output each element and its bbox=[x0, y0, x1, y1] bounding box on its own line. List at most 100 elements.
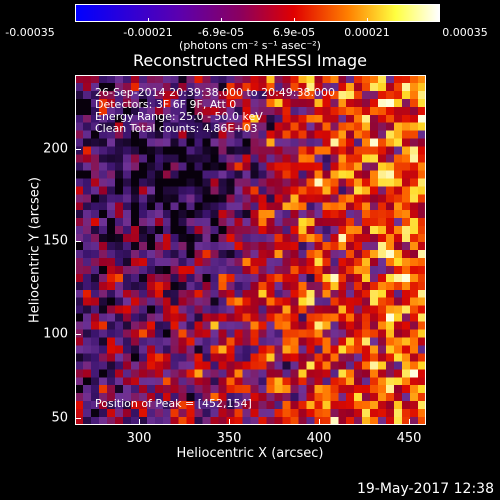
image-pixel bbox=[210, 329, 220, 339]
image-pixel bbox=[194, 305, 204, 315]
image-pixel bbox=[98, 130, 108, 140]
image-pixel bbox=[266, 297, 276, 307]
image-pixel bbox=[82, 210, 92, 219]
image-pixel bbox=[290, 242, 299, 251]
image-pixel bbox=[154, 313, 164, 323]
colorbar bbox=[75, 4, 440, 22]
image-pixel bbox=[210, 305, 220, 315]
image-pixel bbox=[386, 82, 395, 92]
image-pixel bbox=[410, 289, 419, 299]
image-pixel bbox=[130, 353, 140, 362]
image-pixel bbox=[162, 242, 172, 251]
image-pixel bbox=[338, 130, 347, 140]
image-pixel bbox=[154, 273, 164, 283]
image-pixel bbox=[194, 226, 204, 235]
image-pixel bbox=[154, 297, 164, 307]
image-pixel bbox=[346, 409, 355, 418]
image-pixel bbox=[122, 130, 132, 140]
image-pixel bbox=[314, 210, 323, 219]
image-pixel bbox=[122, 122, 132, 132]
image-pixel bbox=[362, 138, 371, 148]
image-pixel bbox=[130, 385, 140, 394]
image-pixel bbox=[242, 409, 252, 418]
image-pixel bbox=[82, 186, 92, 195]
image-pixel bbox=[154, 114, 164, 124]
image-pixel bbox=[258, 226, 268, 235]
image-pixel bbox=[394, 178, 403, 187]
image-pixel bbox=[362, 265, 371, 275]
image-pixel bbox=[418, 218, 426, 227]
image-pixel bbox=[306, 313, 315, 323]
image-pixel bbox=[298, 369, 307, 378]
image-pixel bbox=[194, 234, 204, 243]
image-pixel bbox=[122, 98, 132, 108]
image-pixel bbox=[218, 114, 228, 124]
image-pixel bbox=[314, 122, 323, 132]
colorbar-tick-mark bbox=[221, 18, 222, 22]
image-pixel bbox=[330, 146, 339, 156]
image-pixel bbox=[394, 377, 403, 386]
image-pixel bbox=[170, 218, 180, 227]
image-pixel bbox=[82, 170, 92, 179]
image-pixel bbox=[226, 297, 236, 307]
image-pixel bbox=[202, 409, 212, 418]
image-pixel bbox=[418, 186, 426, 195]
image-pixel bbox=[274, 257, 284, 267]
image-pixel bbox=[274, 170, 284, 179]
image-pixel bbox=[154, 369, 164, 378]
image-pixel bbox=[402, 361, 411, 370]
image-pixel bbox=[298, 234, 307, 243]
image-pixel bbox=[370, 250, 379, 259]
image-pixel bbox=[394, 417, 403, 425]
image-pixel bbox=[138, 178, 148, 187]
image-pixel bbox=[226, 265, 236, 275]
image-pixel bbox=[418, 321, 426, 331]
image-pixel bbox=[202, 210, 212, 219]
image-pixel bbox=[234, 194, 244, 203]
image-pixel bbox=[210, 393, 220, 402]
image-pixel bbox=[418, 242, 426, 251]
image-pixel bbox=[290, 146, 299, 156]
image-pixel bbox=[226, 226, 236, 235]
image-pixel bbox=[346, 202, 355, 211]
image-pixel bbox=[354, 106, 363, 116]
image-pixel bbox=[410, 297, 419, 307]
image-pixel bbox=[394, 75, 403, 84]
image-pixel bbox=[250, 186, 260, 195]
image-pixel bbox=[258, 281, 268, 291]
image-pixel bbox=[154, 234, 164, 243]
image-pixel bbox=[122, 417, 132, 425]
image-pixel bbox=[210, 417, 220, 425]
image-pixel bbox=[75, 305, 84, 315]
image-pixel bbox=[282, 393, 291, 402]
image-pixel bbox=[394, 257, 403, 267]
image-pixel bbox=[146, 186, 156, 195]
image-pixel bbox=[178, 369, 188, 378]
image-pixel bbox=[258, 377, 268, 386]
image-pixel bbox=[306, 130, 315, 140]
image-pixel bbox=[146, 170, 156, 179]
image-pixel bbox=[75, 130, 84, 140]
image-pixel bbox=[114, 409, 124, 418]
image-pixel bbox=[258, 178, 268, 187]
time-range-text: 26-Sep-2014 20:39:38.000 to 20:49:38.000 bbox=[95, 86, 335, 99]
image-pixel bbox=[194, 409, 204, 418]
image-pixel bbox=[106, 289, 116, 299]
image-pixel bbox=[362, 90, 371, 100]
image-pixel bbox=[242, 98, 252, 108]
image-pixel bbox=[122, 146, 132, 156]
image-pixel bbox=[130, 178, 140, 187]
image-pixel bbox=[146, 337, 156, 347]
image-pixel bbox=[386, 210, 395, 219]
image-pixel bbox=[410, 393, 419, 402]
image-pixel bbox=[194, 170, 204, 179]
image-pixel bbox=[298, 297, 307, 307]
image-pixel bbox=[130, 417, 140, 425]
image-pixel bbox=[210, 114, 220, 124]
image-pixel bbox=[154, 194, 164, 203]
image-pixel bbox=[258, 393, 268, 402]
image-pixel bbox=[170, 361, 180, 370]
image-pixel bbox=[226, 401, 236, 410]
image-pixel bbox=[346, 321, 355, 331]
image-pixel bbox=[266, 82, 276, 92]
